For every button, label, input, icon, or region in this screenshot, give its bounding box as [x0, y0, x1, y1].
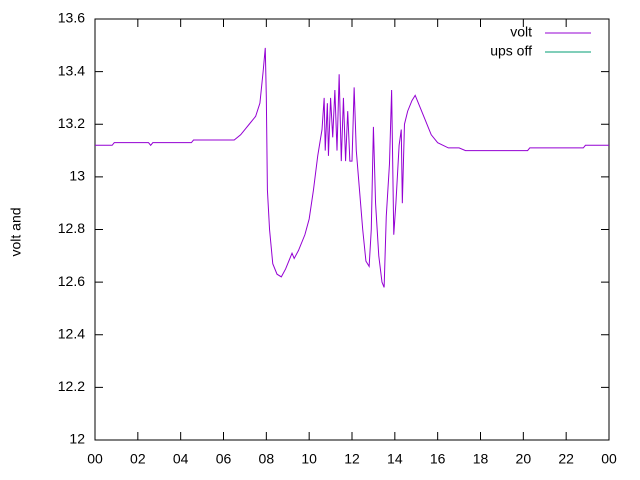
x-tick-label: 08 [259, 451, 275, 467]
plot-frame [94, 18, 610, 441]
x-tick-label: 16 [430, 451, 446, 467]
x-tick-label: 18 [473, 451, 489, 467]
x-tick-label: 20 [516, 451, 532, 467]
y-tick-label: 12.6 [58, 273, 85, 289]
x-tick-label: 00 [601, 451, 617, 467]
x-tick-label: 10 [301, 451, 317, 467]
y-tick-label: 12.4 [58, 325, 85, 341]
y-tick-label: 12.2 [58, 378, 85, 394]
x-tick-label: 22 [558, 451, 574, 467]
x-tick-label: 00 [87, 451, 103, 467]
y-tick-label: 12 [69, 431, 85, 447]
legend-label: ups off [490, 43, 532, 59]
y-tick-label: 13.4 [58, 62, 85, 78]
y-tick-label: 13.2 [58, 115, 85, 131]
x-tick-label: 12 [344, 451, 360, 467]
y-tick-label: 13 [69, 168, 85, 184]
x-tick-label: 04 [173, 451, 189, 467]
legend-label: volt [510, 24, 532, 40]
x-tick-label: 02 [130, 451, 146, 467]
y-tick-label: 13.6 [58, 10, 85, 26]
x-tick-label: 14 [387, 451, 403, 467]
line [95, 47, 609, 288]
y-tick-label: 12.8 [58, 220, 85, 236]
y-axis-label: volt and [8, 207, 24, 256]
x-tick-label: 06 [216, 451, 232, 467]
